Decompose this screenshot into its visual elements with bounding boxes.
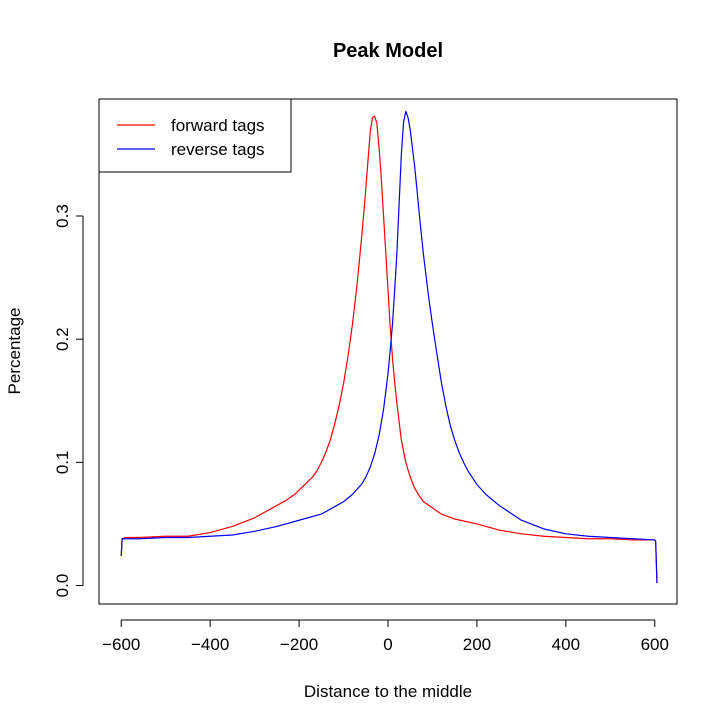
y-tick-label: 0.1 [53,451,72,475]
legend: forward tags reverse tags [98,98,292,173]
y-tick-label: 0.2 [53,327,72,351]
legend-label-forward-tags: forward tags [171,116,265,135]
x-tick-label: −200 [280,635,318,654]
y-tick-label: 0.3 [53,204,72,228]
legend-box [98,98,292,173]
x-tick-label: 400 [552,635,580,654]
x-axis-label: Distance to the middle [304,682,472,701]
x-tick-label: −400 [191,635,229,654]
series-line-forward-tags [120,115,658,584]
y-tick-label: 0.0 [53,574,72,598]
chart-title: Peak Model [333,40,443,62]
plot-frame [98,98,678,605]
x-tick-label: 600 [641,635,669,654]
y-axis-label: Percentage [5,308,24,395]
legend-label-reverse-tags: reverse tags [171,140,265,159]
series-line-reverse-tags [120,110,658,584]
x-tick-label: 0 [383,635,392,654]
x-tick-label: −600 [102,635,140,654]
y-axis: 0.0 0.1 0.2 0.3 [53,204,84,598]
x-tick-label: 200 [463,635,491,654]
series-layer [120,110,658,584]
x-axis: −600 −400 −200 0 200 400 600 [102,619,669,654]
